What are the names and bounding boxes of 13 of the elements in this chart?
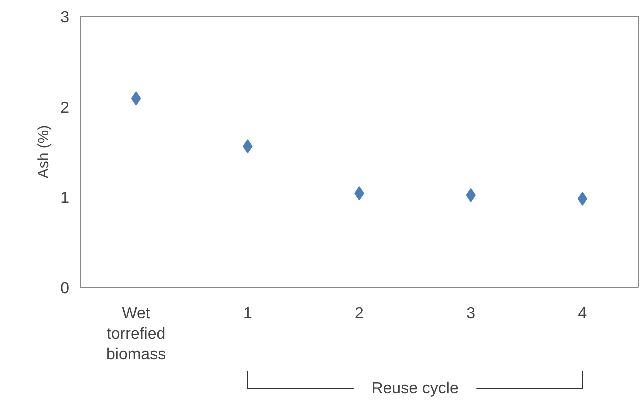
y-tick-label: 0 — [60, 280, 70, 298]
x-tick-label: 3 — [466, 306, 476, 322]
x-tick-label: Wet torrefied biomass — [106, 306, 166, 364]
x-tick-label: 4 — [578, 306, 588, 322]
y-tick-label: 3 — [60, 10, 70, 26]
y-tick-label: 1 — [60, 190, 70, 208]
x-tick-label: 2 — [355, 306, 364, 322]
text: Reuse cycle — [372, 380, 459, 398]
point — [578, 192, 588, 206]
point — [131, 92, 142, 106]
x-tick-label: 1 — [243, 306, 252, 322]
y-tick-label: 2 — [60, 100, 70, 117]
y-axis-title: Ash (%) — [36, 125, 53, 179]
